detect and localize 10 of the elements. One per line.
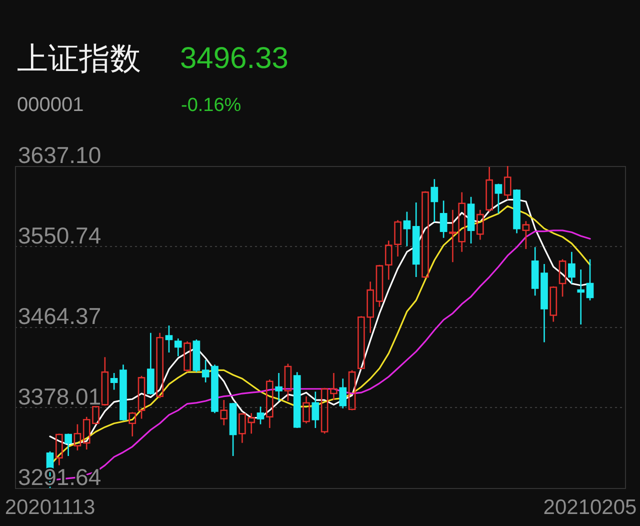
y-tick-label: 3464.37 bbox=[18, 303, 102, 329]
y-tick-label: 3637.10 bbox=[18, 142, 102, 168]
x-tick-label: 20201113 bbox=[4, 496, 96, 519]
chart-subtitle: 000001 bbox=[17, 94, 84, 116]
text: 3496.33 bbox=[180, 42, 288, 75]
y-tick-label: 3550.74 bbox=[18, 222, 102, 248]
x-tick-label: 20210205 bbox=[543, 496, 637, 519]
chart-title: 上证指数 bbox=[17, 41, 141, 77]
text: -0.16% bbox=[181, 95, 242, 116]
y-tick-label: 3378.01 bbox=[18, 383, 102, 410]
